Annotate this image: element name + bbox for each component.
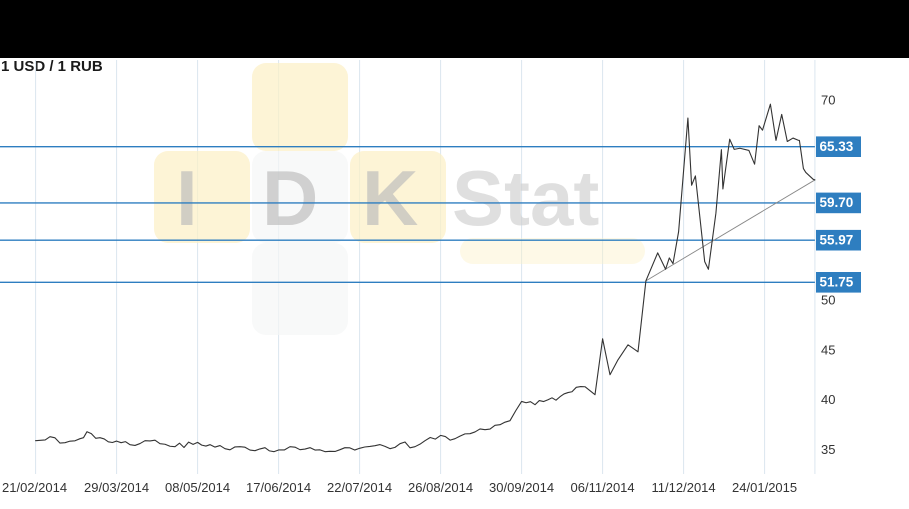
svg-text:59.70: 59.70 (820, 195, 854, 210)
svg-text:70: 70 (821, 93, 835, 108)
svg-text:24/01/2015: 24/01/2015 (732, 480, 797, 495)
svg-text:11/12/2014: 11/12/2014 (652, 480, 716, 495)
svg-text:50: 50 (821, 292, 835, 307)
svg-text:22/07/2014: 22/07/2014 (327, 480, 392, 495)
svg-text:26/08/2014: 26/08/2014 (408, 480, 473, 495)
svg-text:06/11/2014: 06/11/2014 (571, 480, 635, 495)
svg-text:08/05/2014: 08/05/2014 (165, 480, 230, 495)
svg-text:17/06/2014: 17/06/2014 (246, 480, 311, 495)
svg-text:I: I (176, 154, 198, 242)
svg-text:D: D (262, 154, 318, 242)
svg-text:35: 35 (821, 442, 835, 457)
svg-text:65.33: 65.33 (820, 139, 854, 154)
svg-text:29/03/2014: 29/03/2014 (84, 480, 149, 495)
svg-text:55.97: 55.97 (820, 232, 854, 247)
svg-text:40: 40 (821, 392, 835, 407)
svg-text:30/09/2014: 30/09/2014 (489, 480, 554, 495)
svg-text:21/02/2014: 21/02/2014 (2, 480, 67, 495)
svg-text:K: K (362, 154, 418, 242)
svg-text:Stat: Stat (452, 154, 599, 242)
svg-text:45: 45 (821, 342, 835, 357)
svg-text:51.75: 51.75 (820, 274, 854, 289)
